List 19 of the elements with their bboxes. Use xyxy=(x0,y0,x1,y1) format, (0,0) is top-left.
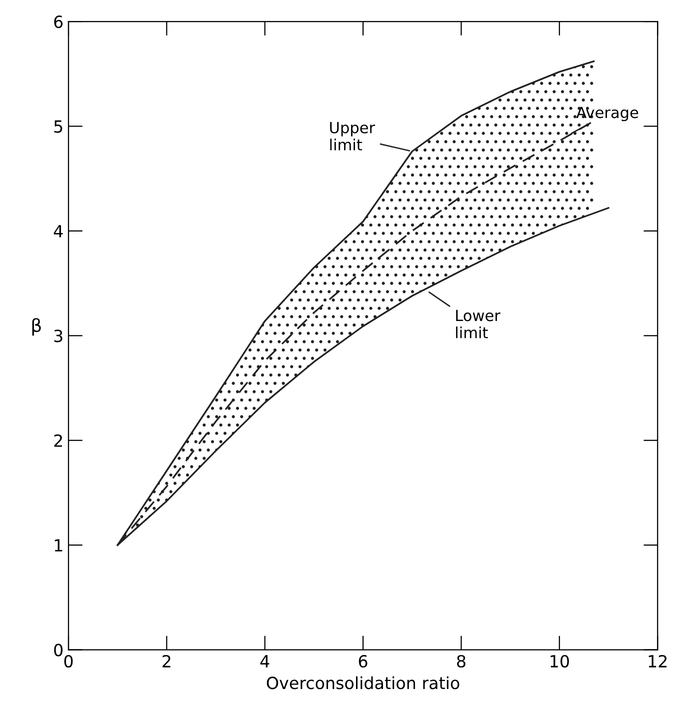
annotation: Upper limit xyxy=(330,122,376,150)
y-tick-label: 1 xyxy=(54,539,62,552)
y-axis-title: β xyxy=(32,318,41,336)
annotation: Lower limit xyxy=(456,310,500,338)
y-tick-label: 6 xyxy=(54,16,63,28)
x-tick-label: 2 xyxy=(162,654,170,668)
y-tick-label: 2 xyxy=(54,434,62,447)
y-tick-label: 5 xyxy=(54,120,62,133)
x-tick-label: 10 xyxy=(550,654,569,668)
x-tick-label: 4 xyxy=(260,655,270,668)
x-tick-label: 6 xyxy=(358,654,368,668)
y-tick-label: 3 xyxy=(54,330,62,342)
x-tick-label: 8 xyxy=(457,654,466,668)
x-tick-label: 0 xyxy=(64,654,73,668)
y-tick-label: 4 xyxy=(54,225,63,238)
x-tick-label: 12 xyxy=(648,654,667,668)
annotation: Average xyxy=(576,106,638,122)
y-tick-label: 0 xyxy=(54,644,63,656)
x-axis-title: Overconsolidation ratio xyxy=(266,676,460,690)
